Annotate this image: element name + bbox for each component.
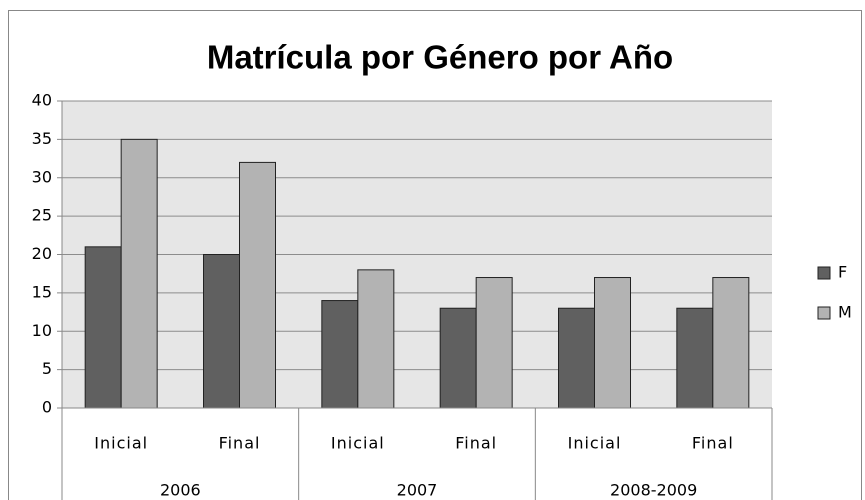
y-tick-label: 25 [32, 206, 52, 225]
x-tick-label: Final [219, 434, 261, 453]
bar [239, 161, 276, 409]
x-tick-label: Inicial [331, 434, 385, 453]
legend-label: F [838, 263, 847, 282]
bar [712, 277, 750, 409]
group-label: 2006 [160, 481, 201, 500]
x-tick-label: Final [692, 434, 734, 453]
bar [594, 277, 631, 409]
bar [475, 277, 513, 409]
x-tick-label: Final [455, 434, 497, 453]
y-tick-label: 35 [32, 129, 52, 148]
group-label: 2008-2009 [610, 481, 697, 500]
y-tick-label: 20 [32, 244, 52, 263]
bar [203, 254, 240, 409]
legend-swatch [817, 306, 831, 320]
y-tick-label: 30 [32, 167, 52, 186]
y-tick-label: 0 [42, 398, 52, 417]
bar [558, 307, 595, 409]
legend-swatch [817, 266, 831, 280]
bar [120, 138, 158, 409]
bar [84, 246, 122, 409]
bar [357, 269, 395, 409]
y-tick-label: 15 [32, 282, 52, 301]
legend-label: M [838, 303, 852, 322]
y-tick-label: 10 [32, 321, 52, 340]
bar [439, 307, 477, 409]
bar [676, 307, 714, 409]
y-tick-label: 40 [32, 91, 52, 110]
chart-title: Matrícula por Género por Año [207, 39, 673, 76]
x-tick-label: Inicial [568, 434, 622, 453]
bar [321, 300, 359, 409]
y-tick-label: 5 [42, 359, 52, 378]
group-label: 2007 [397, 481, 438, 500]
x-tick-label: Inicial [94, 434, 148, 453]
